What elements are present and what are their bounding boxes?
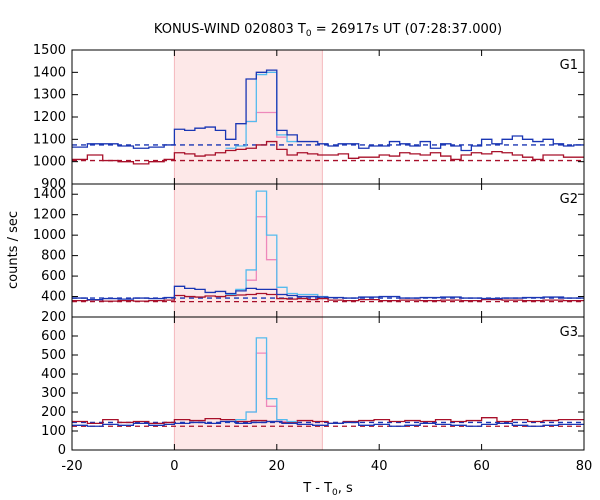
x-tick-label: 40: [371, 459, 388, 474]
y-tick-label: 1400: [33, 65, 66, 80]
panel-label: G3: [560, 325, 578, 340]
xlabel-prefix: T - T: [302, 481, 332, 496]
x-tick-label: 0: [170, 459, 178, 474]
y-tick-label: 1500: [33, 43, 66, 58]
panel-label: G2: [560, 192, 578, 207]
series-dark-blue-line: [72, 420, 584, 427]
y-tick-label: 1200: [33, 110, 66, 125]
y-tick-label: 1200: [33, 208, 66, 223]
series-light-blue-line: [225, 71, 298, 149]
y-tick-label: 500: [41, 348, 66, 363]
xlabel-subscript: 0: [332, 488, 338, 498]
chart-title: KONUS-WIND 020803 T0 = 26917s UT (07:28:…: [154, 22, 502, 39]
y-tick-label: 200: [41, 405, 66, 420]
y-tick-label: 400: [41, 367, 66, 382]
y-tick-label: 1400: [33, 187, 66, 202]
title-suffix: = 26917s UT (07:28:37.000): [312, 22, 502, 37]
x-tick-label: 60: [473, 459, 490, 474]
x-tick-label: 20: [269, 459, 286, 474]
y-tick-label: 100: [41, 424, 66, 439]
series-dark-blue-line: [72, 285, 584, 301]
y-tick-label: 600: [41, 329, 66, 344]
y-tick-label: 1100: [33, 132, 66, 147]
x-axis-title: T - T0, s: [302, 481, 353, 498]
series-dark-red-line: [72, 292, 584, 302]
y-axis-title: counts / sec: [6, 211, 21, 289]
panel-g1: 900 1000 1100 1200 1300 1400 1500 G1: [33, 43, 585, 192]
panel-g2: 200 400 600 800 1000 1200 1400 G2: [33, 183, 585, 325]
x-tick-label: -20: [61, 459, 82, 474]
x-tick-label: 80: [576, 459, 593, 474]
series-dark-red-line: [72, 140, 584, 165]
y-tick-label: 1000: [33, 228, 66, 243]
y-tick-label: 1300: [33, 88, 66, 103]
panel-frame: [71, 316, 585, 451]
y-tick-label: 400: [41, 290, 66, 305]
xlabel-suffix: , s: [338, 481, 353, 496]
panels-group: 900100011001200130014001500G120040060080…: [33, 43, 592, 474]
title-subscript: 0: [306, 29, 312, 39]
y-tick-label: 800: [41, 249, 66, 264]
series-dark-red-line: [72, 417, 584, 425]
y-tick-label: 1000: [33, 155, 66, 170]
highlight-region: [174, 317, 323, 450]
y-tick-label: 900: [41, 177, 66, 192]
title-prefix: KONUS-WIND 020803 T: [154, 22, 306, 37]
highlight-region: [174, 50, 323, 184]
y-tick-label: 600: [41, 269, 66, 284]
series-dark-blue-line: [72, 69, 584, 152]
y-tick-label: 300: [41, 386, 66, 401]
y-tick-label: 0: [58, 443, 66, 458]
y-tick-label: 200: [41, 310, 66, 325]
panel-label: G1: [560, 58, 578, 73]
series-light-blue-line: [225, 337, 298, 423]
